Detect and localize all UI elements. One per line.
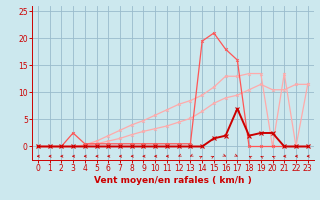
X-axis label: Vent moyen/en rafales ( km/h ): Vent moyen/en rafales ( km/h ): [94, 176, 252, 185]
